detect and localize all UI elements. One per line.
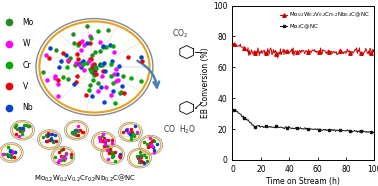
Text: W: W (23, 39, 30, 48)
X-axis label: Time on Stream (h): Time on Stream (h) (266, 177, 340, 186)
Text: Mo: Mo (23, 18, 34, 27)
Text: Mo$_{0.2}$W$_{0.2}$V$_{0.2}$Cr$_{0.2}$Nb$_{0.2}$C@NC: Mo$_{0.2}$W$_{0.2}$V$_{0.2}$Cr$_{0.2}$Nb… (34, 173, 136, 184)
Text: Cr: Cr (23, 61, 31, 70)
Text: CO  H$_2$O: CO H$_2$O (163, 124, 197, 137)
Text: Nb: Nb (23, 103, 33, 112)
Y-axis label: EB Conversion (%): EB Conversion (%) (201, 47, 210, 118)
Legend: Mo$_{0.2}$W$_{0.2}$V$_{0.2}$Cr$_{0.2}$Nb$_{0.2}$C@NC, Mo$_2$C@NC: Mo$_{0.2}$W$_{0.2}$V$_{0.2}$Cr$_{0.2}$Nb… (278, 8, 372, 33)
Text: V: V (23, 82, 28, 91)
Text: CO$_2$: CO$_2$ (172, 27, 188, 40)
